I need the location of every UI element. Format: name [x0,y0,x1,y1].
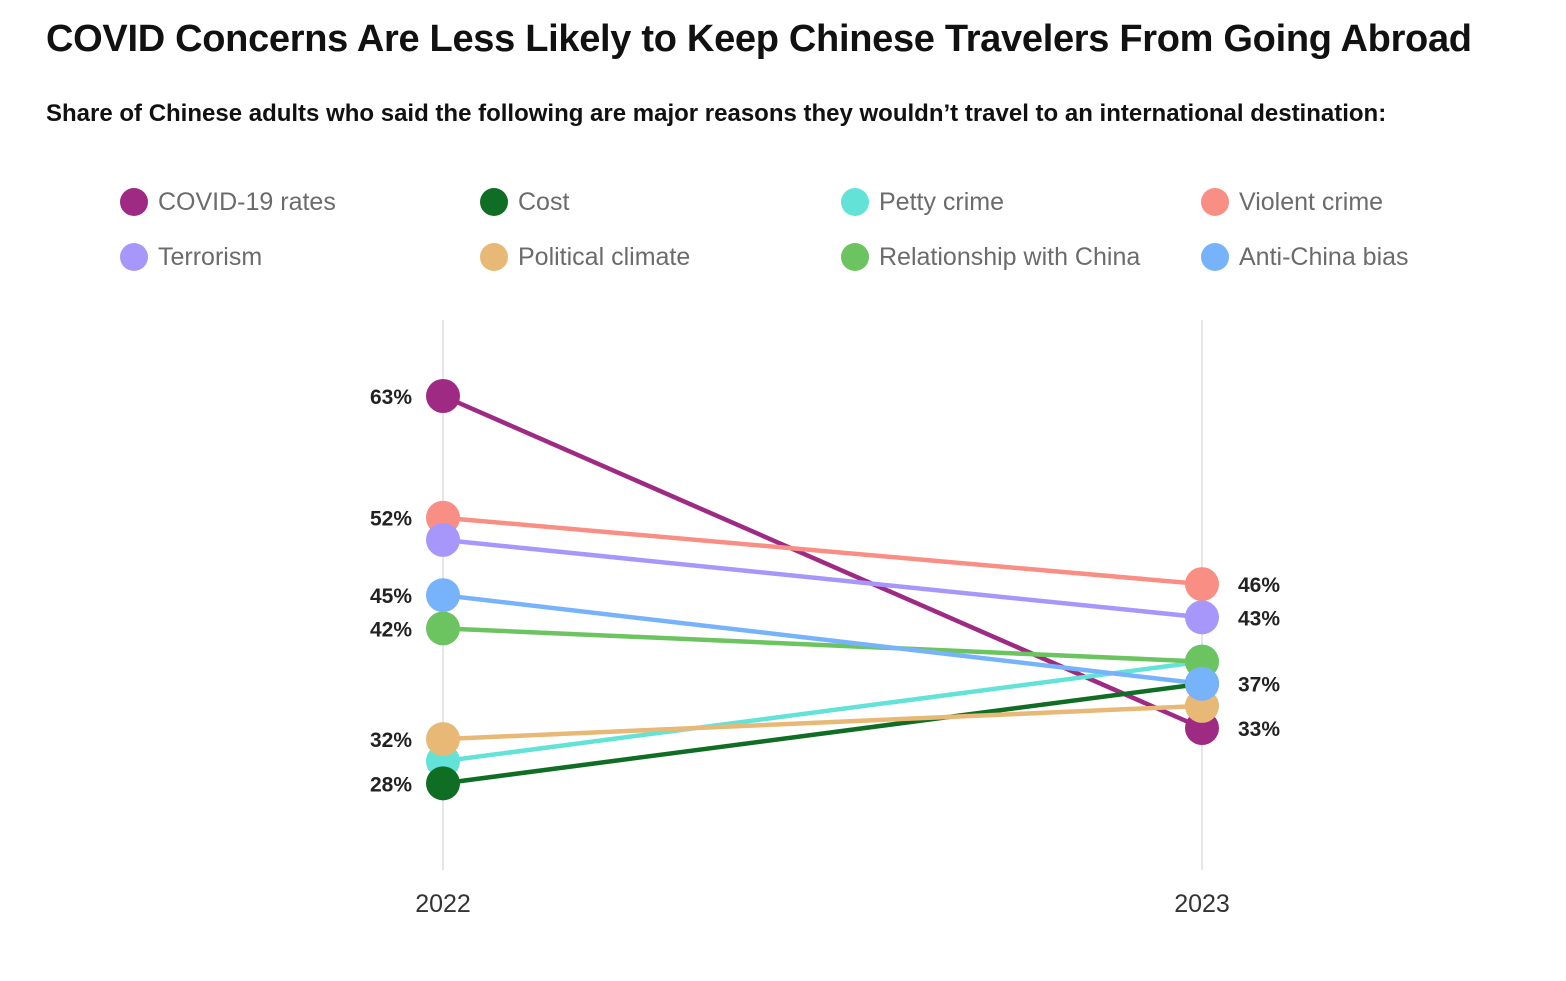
data-point [1185,567,1219,602]
data-label: 32% [370,729,412,752]
series-line [440,681,1205,786]
legend-swatch [120,188,148,216]
legend-swatch [480,188,508,216]
data-point [426,578,460,613]
data-label: 42% [370,618,412,641]
series-line [440,393,1205,731]
series-line [440,592,1205,686]
legend-label: Terrorism [158,242,263,271]
legend-swatch [1201,188,1229,216]
legend-label: Petty crime [879,187,1005,216]
series-line [440,515,1205,587]
data-label: 45% [370,585,412,608]
legend-swatch [120,243,148,271]
legend-item-political-climate[interactable]: Political climate [480,237,690,277]
legend-swatch [1201,243,1229,271]
data-point [1185,600,1219,635]
legend-label: Anti-China bias [1239,242,1409,271]
legend-item-relationship-with-china[interactable]: Relationship with China [841,237,1140,277]
legend-item-petty-crime[interactable]: Petty crime [841,182,1004,222]
series-line [440,626,1205,664]
chart-title: COVID Concerns Are Less Likely to Keep C… [46,18,1472,60]
legend-label: Relationship with China [879,242,1141,271]
legend-label: Political climate [518,242,691,271]
legend-swatch [841,243,869,271]
series-line [440,703,1205,742]
data-point [426,766,460,801]
data-point [426,611,460,646]
legend-item-anti-china-bias[interactable]: Anti-China bias [1201,237,1409,277]
legend-item-covid[interactable]: COVID-19 rates [120,182,336,222]
data-point [1185,666,1219,701]
series-line [440,659,1205,764]
data-point [426,722,460,757]
legend-label: Violent crime [1239,187,1384,216]
x-tick-label: 2023 [1174,890,1230,918]
series-line [440,537,1205,620]
data-label: 43% [1238,607,1280,630]
data-point [426,379,460,413]
data-label: 33% [1238,718,1280,741]
legend-swatch [841,188,869,216]
chart-subtitle: Share of Chinese adults who said the fol… [46,100,1387,127]
data-label: 46% [1238,574,1280,597]
data-point [426,522,460,557]
x-tick-label: 2022 [415,890,471,918]
data-label: 63% [370,386,412,409]
legend-label: Cost [518,187,570,216]
legend-item-terrorism[interactable]: Terrorism [120,237,262,277]
data-label: 28% [370,773,412,796]
legend-item-cost[interactable]: Cost [480,182,569,222]
legend-swatch [480,243,508,271]
legend-item-violent-crime[interactable]: Violent crime [1201,182,1383,222]
data-label: 52% [370,508,412,531]
data-label: 37% [1238,674,1280,697]
legend-label: COVID-19 rates [158,187,336,216]
